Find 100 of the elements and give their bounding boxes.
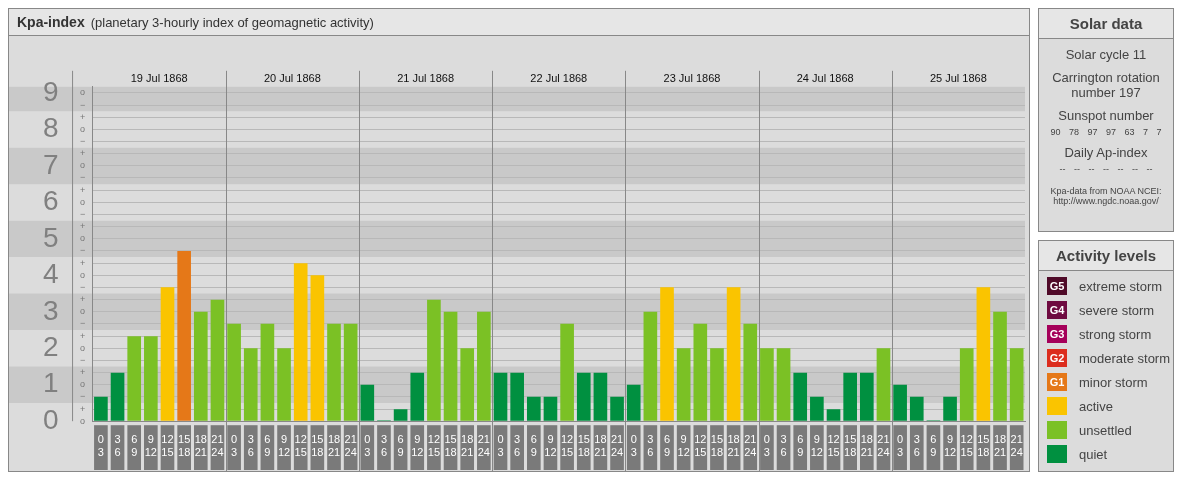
text: 21 Jul 1868 <box>397 71 455 84</box>
bar <box>843 372 857 421</box>
y-tick-label: 1 <box>42 367 59 399</box>
bar <box>810 396 824 421</box>
text: + <box>79 257 86 268</box>
bar <box>793 372 808 421</box>
x-tick-label: 3 6 <box>913 432 920 459</box>
bar <box>193 311 208 421</box>
bar <box>327 323 341 421</box>
bar <box>876 348 891 421</box>
text: 20 Jul 1868 <box>263 71 321 84</box>
x-tick-label: 21 24 <box>877 432 890 459</box>
x-tick-label: 18 21 <box>993 432 1007 459</box>
y-tick-label: 3 <box>42 294 59 326</box>
text: G1 minor storm <box>1049 374 1148 390</box>
legend-title: Activity levels <box>1039 241 1173 271</box>
x-tick-label: 12 15 <box>427 432 441 459</box>
x-tick-label: 9 12 <box>544 432 557 459</box>
bar <box>177 250 191 421</box>
bar <box>826 409 841 421</box>
bar <box>293 263 308 421</box>
bar <box>144 336 158 421</box>
bar <box>493 372 508 421</box>
x-tick-label: 12 15 <box>827 432 840 459</box>
text: 25 Jul 1868 <box>929 71 987 84</box>
bar <box>1009 348 1024 421</box>
x-tick-label: 18 21 <box>461 432 474 459</box>
x-tick-label: 0 3 <box>763 432 770 459</box>
bar <box>909 396 924 421</box>
text: o <box>80 415 86 426</box>
x-tick-label: 0 3 <box>231 432 238 459</box>
x-tick-label: 6 9 <box>930 432 937 459</box>
x-tick-label: 9 12 <box>810 432 823 459</box>
text: + <box>79 148 86 159</box>
bar <box>110 372 125 421</box>
x-tick-label: 6 9 <box>663 432 671 459</box>
bar <box>427 299 441 421</box>
text: G3 strong storm <box>1049 326 1152 342</box>
bar <box>360 384 375 421</box>
bar <box>859 372 874 421</box>
bar <box>676 348 691 421</box>
bar <box>343 323 358 421</box>
x-tick-label: 0 3 <box>97 432 104 459</box>
x-tick-label: 21 24 <box>211 432 224 459</box>
text: Daily Ap-index <box>1063 145 1149 160</box>
bar <box>576 372 591 421</box>
y-tick-label: 4 <box>42 258 59 290</box>
text: 19 Jul 1868 <box>130 71 188 84</box>
x-tick-label: 3 6 <box>647 432 654 459</box>
x-tick-label: 12 15 <box>161 432 174 459</box>
x-tick-label: 9 12 <box>277 432 291 459</box>
y-tick-label: 6 <box>42 185 59 217</box>
x-tick-label: 12 15 <box>294 432 307 459</box>
x-tick-label: 21 24 <box>477 432 490 459</box>
text: o <box>80 160 86 171</box>
x-tick-label: 3 6 <box>514 432 521 459</box>
text: Carrington rotation number 197 <box>1051 70 1161 100</box>
x-tick-label: 12 15 <box>694 432 707 459</box>
x-tick-label: 12 15 <box>560 432 574 459</box>
bar <box>959 348 974 421</box>
x-tick-label: 21 24 <box>344 432 357 459</box>
x-tick-label: 0 3 <box>897 432 904 459</box>
bar <box>993 311 1007 421</box>
text: G2 moderate storm <box>1049 350 1171 366</box>
bar <box>310 275 325 421</box>
x-tick-label: 6 9 <box>131 432 138 459</box>
text: − <box>79 318 86 329</box>
text: + <box>79 330 86 341</box>
text: + <box>79 184 86 195</box>
x-tick-label: 18 21 <box>860 432 873 459</box>
x-tick-label: 15 18 <box>311 432 324 459</box>
x-tick-label: 15 18 <box>577 432 590 459</box>
x-tick-label: 9 12 <box>411 432 424 459</box>
text: G5 extreme storm <box>1049 278 1163 294</box>
bar <box>726 287 741 421</box>
bar <box>127 336 142 421</box>
bar <box>227 323 241 421</box>
x-tick-label: 18 21 <box>594 432 607 459</box>
text: − <box>79 391 86 402</box>
x-tick-label: 18 21 <box>194 432 207 459</box>
text: o <box>80 123 86 134</box>
text: + <box>79 403 86 414</box>
text: − <box>79 172 86 183</box>
bar <box>543 396 558 421</box>
text: o <box>80 342 86 353</box>
text: o <box>80 233 86 244</box>
x-tick-label: 0 3 <box>497 432 504 459</box>
x-tick-label: 0 3 <box>364 432 371 459</box>
chart-title: Kpa-index <box>17 14 85 30</box>
bar <box>210 299 225 421</box>
x-tick-label: 12 15 <box>960 432 973 459</box>
x-tick-label: 21 24 <box>1010 432 1023 459</box>
bar <box>460 348 475 421</box>
x-tick-label: 15 18 <box>844 432 857 459</box>
y-tick-label: 8 <box>42 112 59 144</box>
text: Sunspot number <box>1057 108 1155 123</box>
bar <box>710 348 724 421</box>
bar <box>260 323 275 421</box>
text: + <box>79 367 86 378</box>
text: Solar cycle 11 <box>1064 47 1148 62</box>
